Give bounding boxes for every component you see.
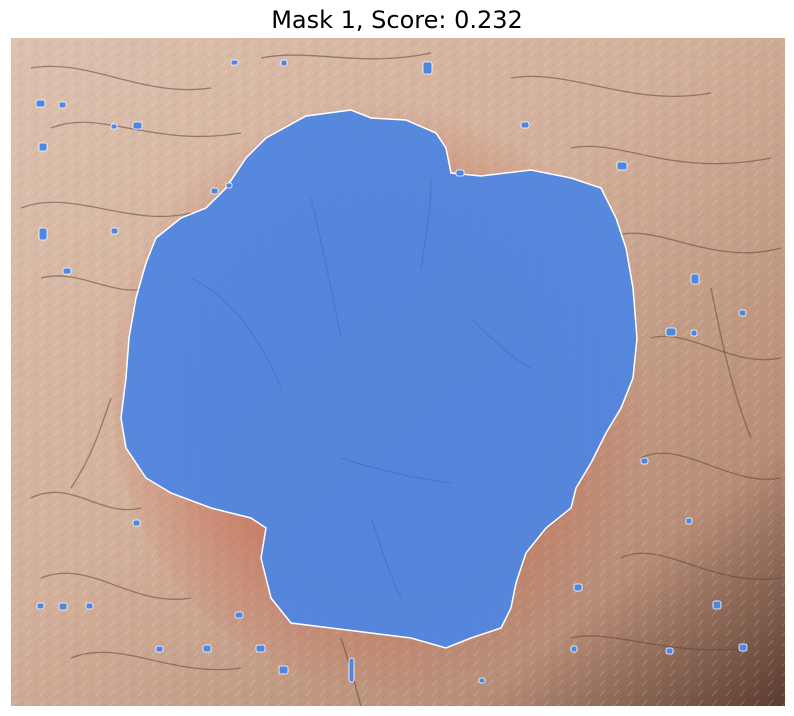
segmentation-image (11, 38, 785, 706)
lesion-mask (120, 109, 638, 649)
figure-title: Mask 1, Score: 0.232 (271, 6, 523, 34)
image-panel (11, 38, 785, 706)
mask-shading (190, 177, 532, 599)
mask-fragments (35, 59, 748, 684)
hair-strands (20, 52, 782, 706)
